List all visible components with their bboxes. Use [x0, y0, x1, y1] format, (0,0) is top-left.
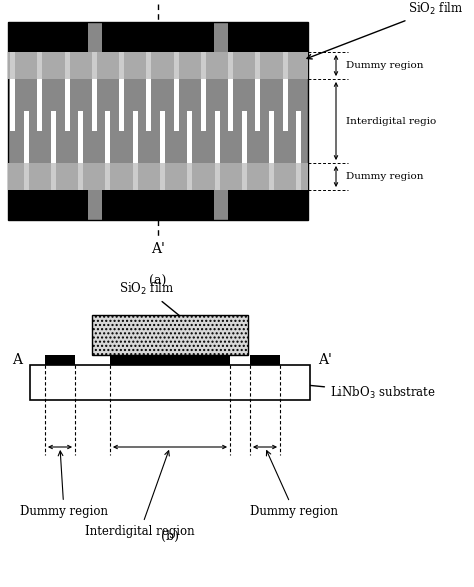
Bar [146, 52, 151, 79]
Bar [24, 163, 28, 190]
Bar [92, 315, 248, 355]
Text: (b): (b) [161, 530, 179, 543]
Bar [160, 163, 165, 190]
Bar [146, 79, 151, 131]
Bar [45, 355, 75, 365]
Text: Interdigital region: Interdigital region [85, 451, 195, 538]
Bar [51, 111, 56, 163]
Text: A': A' [318, 353, 332, 367]
Bar [51, 163, 56, 190]
Bar [255, 52, 260, 79]
Bar [10, 52, 15, 79]
Bar [64, 52, 70, 79]
Bar [51, 163, 56, 190]
Bar [30, 365, 310, 400]
Bar [296, 163, 301, 190]
Bar [102, 22, 214, 52]
Bar [110, 355, 230, 365]
Bar [228, 190, 308, 220]
Bar [283, 79, 288, 131]
Text: Dummy region: Dummy region [250, 451, 338, 518]
Bar [105, 111, 110, 163]
Text: A': A' [151, 242, 165, 256]
Text: LiNbO$_3$ substrate: LiNbO$_3$ substrate [284, 381, 436, 400]
Text: Dummy region: Dummy region [346, 172, 423, 181]
Bar [228, 22, 308, 52]
Bar [228, 52, 233, 79]
Bar [255, 52, 260, 79]
Bar [78, 163, 83, 190]
Bar [283, 52, 288, 79]
Bar [187, 163, 192, 190]
Bar [215, 163, 219, 190]
Bar [37, 52, 42, 79]
Bar [146, 52, 151, 79]
Bar [24, 111, 28, 163]
Bar [64, 52, 70, 79]
Bar [242, 163, 247, 190]
Bar [242, 163, 247, 190]
Bar [133, 163, 138, 190]
Bar [269, 163, 274, 190]
Bar [283, 52, 288, 79]
Bar [215, 111, 219, 163]
Bar [24, 163, 28, 190]
Bar [78, 163, 83, 190]
Bar [201, 52, 206, 79]
Text: A: A [12, 353, 22, 367]
Text: Interdigital regio: Interdigital regio [346, 116, 436, 126]
Text: SiO$_2$ film: SiO$_2$ film [307, 1, 464, 59]
Bar [296, 163, 301, 190]
Bar [228, 52, 233, 79]
Bar [105, 163, 110, 190]
Bar [173, 52, 179, 79]
Bar [215, 163, 219, 190]
Bar [119, 52, 124, 79]
Bar [228, 79, 233, 131]
Bar [160, 111, 165, 163]
Text: Dummy region: Dummy region [346, 61, 423, 70]
Bar [8, 22, 308, 220]
Bar [92, 79, 97, 131]
Bar [92, 52, 97, 79]
Bar [92, 52, 97, 79]
Bar [119, 79, 124, 131]
Bar [269, 163, 274, 190]
Bar [10, 52, 15, 79]
Bar [255, 79, 260, 131]
Bar [160, 163, 165, 190]
Text: Dummy region: Dummy region [20, 451, 108, 518]
Text: (a): (a) [149, 275, 167, 288]
Bar [37, 79, 42, 131]
Bar [119, 52, 124, 79]
Bar [8, 163, 308, 190]
Bar [133, 111, 138, 163]
Bar [105, 163, 110, 190]
Bar [250, 355, 280, 365]
Bar [242, 111, 247, 163]
Text: SiO$_2$ film: SiO$_2$ film [119, 281, 190, 324]
Bar [187, 163, 192, 190]
Bar [173, 52, 179, 79]
Bar [187, 111, 192, 163]
Bar [201, 79, 206, 131]
Bar [8, 52, 308, 79]
Bar [201, 52, 206, 79]
Bar [8, 22, 88, 52]
Bar [10, 79, 15, 131]
Bar [173, 79, 179, 131]
Bar [8, 190, 88, 220]
Bar [133, 163, 138, 190]
Bar [64, 79, 70, 131]
Bar [78, 111, 83, 163]
Bar [37, 52, 42, 79]
Bar [102, 190, 214, 220]
Bar [269, 111, 274, 163]
Text: A: A [153, 0, 163, 2]
Bar [296, 111, 301, 163]
